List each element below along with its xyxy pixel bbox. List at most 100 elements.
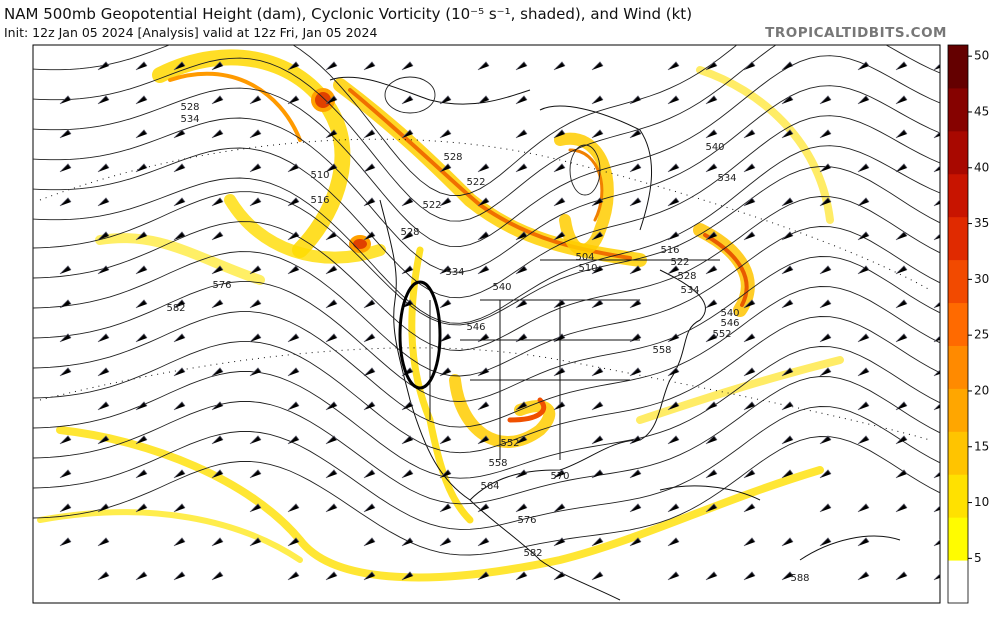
- wind-barb: [819, 95, 832, 105]
- wind-barb: [515, 333, 528, 343]
- wind-barb: [857, 503, 870, 513]
- wind-barb: [59, 299, 72, 309]
- wind-barb: [249, 265, 262, 275]
- wind-barb: [401, 265, 414, 275]
- wind-barb: [781, 95, 794, 105]
- wind-barb: [895, 163, 908, 173]
- wind-barb: [363, 231, 376, 241]
- contour-label: 528: [677, 271, 696, 282]
- wind-barb: [743, 537, 756, 547]
- wind-barb: [363, 571, 376, 581]
- contour-line: [33, 286, 940, 428]
- wind-barb: [781, 435, 794, 445]
- wind-barb: [97, 333, 110, 343]
- wind-barb: [629, 265, 642, 275]
- wind-barb: [515, 61, 528, 71]
- contour-label: 504: [575, 252, 594, 263]
- wind-barb: [439, 333, 452, 343]
- wind-barb: [173, 469, 186, 479]
- wind-barb: [781, 231, 794, 241]
- wind-barb: [819, 503, 832, 513]
- contour-line: [33, 406, 940, 530]
- contour-label: 570: [550, 471, 569, 482]
- wind-barb: [781, 197, 794, 207]
- wind-barb: [629, 435, 642, 445]
- wind-barb: [857, 265, 870, 275]
- wind-barb: [135, 95, 148, 105]
- wind-barb: [895, 299, 908, 309]
- wind-barb: [553, 503, 566, 513]
- colorbar-tick-label: 35: [974, 216, 989, 230]
- wind-barb: [249, 537, 262, 547]
- wind-barb: [135, 469, 148, 479]
- colorbar-band: [948, 302, 968, 346]
- wind-barb: [173, 537, 186, 547]
- contour-label: 534: [180, 114, 199, 125]
- contour-label: 546: [466, 322, 485, 333]
- wind-barb: [287, 61, 300, 71]
- contour-label: 534: [445, 267, 464, 278]
- wind-barb: [591, 197, 604, 207]
- map-frame: [32, 44, 941, 604]
- wind-barb: [211, 231, 224, 241]
- contour-label: 582: [523, 548, 542, 559]
- wind-barb: [325, 299, 338, 309]
- wind-barb: [705, 61, 718, 71]
- wind-barb: [401, 129, 414, 139]
- wind-barb: [211, 61, 224, 71]
- wind-barb: [173, 163, 186, 173]
- wind-barb: [857, 197, 870, 207]
- wind-barb: [477, 95, 490, 105]
- contour-label: 546: [720, 318, 739, 329]
- wind-barb: [629, 367, 642, 377]
- wind-barb: [135, 435, 148, 445]
- wind-barb: [211, 435, 224, 445]
- wind-barb: [249, 95, 262, 105]
- contour-label: 528: [400, 227, 419, 238]
- wind-barb: [135, 265, 148, 275]
- wind-barb: [705, 469, 718, 479]
- wind-barb: [211, 401, 224, 411]
- wind-barb: [819, 537, 832, 547]
- wind-barb: [59, 537, 72, 547]
- colorbar-band: [948, 45, 968, 89]
- wind-barb: [439, 367, 452, 377]
- wind-barb: [477, 197, 490, 207]
- wind-barb: [173, 231, 186, 241]
- wind-barb: [249, 469, 262, 479]
- wind-barb: [59, 333, 72, 343]
- wind-barb: [781, 469, 794, 479]
- contour-line: [33, 85, 940, 273]
- wind-barb: [553, 537, 566, 547]
- wind-barb: [439, 469, 452, 479]
- wind-barb: [895, 571, 908, 581]
- wind-barb: [97, 61, 110, 71]
- wind-barb: [287, 503, 300, 513]
- contour-line: [33, 316, 940, 454]
- wind-barb: [667, 435, 680, 445]
- wind-barb: [743, 129, 756, 139]
- wind-barb: [287, 265, 300, 275]
- wind-barb: [933, 369, 940, 377]
- wind-barb: [781, 61, 794, 71]
- wind-barb: [287, 231, 300, 241]
- wind-barb: [553, 571, 566, 581]
- wind-barb: [591, 299, 604, 309]
- colorbar-tick-label: 5: [974, 551, 982, 565]
- contour-line: [33, 145, 940, 324]
- wind-barb: [325, 503, 338, 513]
- wind-barb: [135, 163, 148, 173]
- wind-barb: [629, 197, 642, 207]
- wind-barb: [667, 265, 680, 275]
- wind-barb: [515, 571, 528, 581]
- wind-barb: [325, 129, 338, 139]
- wind-barb: [287, 571, 300, 581]
- wind-barb: [477, 265, 490, 275]
- wind-barb: [591, 435, 604, 445]
- wind-barb: [173, 333, 186, 343]
- colorbar-tick-label: 50: [974, 49, 989, 63]
- contour-label: 552: [712, 329, 731, 340]
- colorbar-band: [948, 130, 968, 175]
- wind-barb: [819, 469, 832, 479]
- wind-barb: [895, 61, 908, 71]
